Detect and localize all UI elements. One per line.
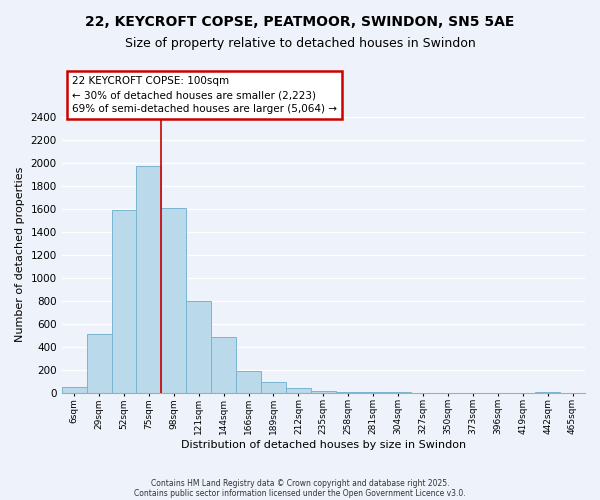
Bar xyxy=(236,370,261,392)
Text: 22, KEYCROFT COPSE, PEATMOOR, SWINDON, SN5 5AE: 22, KEYCROFT COPSE, PEATMOOR, SWINDON, S… xyxy=(85,15,515,29)
Bar xyxy=(62,387,86,392)
Bar xyxy=(311,391,336,392)
Text: 22 KEYCROFT COPSE: 100sqm
← 30% of detached houses are smaller (2,223)
69% of se: 22 KEYCROFT COPSE: 100sqm ← 30% of detac… xyxy=(72,76,337,114)
Bar xyxy=(261,382,286,392)
Text: Contains public sector information licensed under the Open Government Licence v3: Contains public sector information licen… xyxy=(134,488,466,498)
Bar xyxy=(161,208,186,392)
Text: Contains HM Land Registry data © Crown copyright and database right 2025.: Contains HM Land Registry data © Crown c… xyxy=(151,478,449,488)
Bar xyxy=(112,210,136,392)
Bar xyxy=(286,388,311,392)
Y-axis label: Number of detached properties: Number of detached properties xyxy=(15,167,25,342)
X-axis label: Distribution of detached houses by size in Swindon: Distribution of detached houses by size … xyxy=(181,440,466,450)
Text: Size of property relative to detached houses in Swindon: Size of property relative to detached ho… xyxy=(125,38,475,51)
Bar xyxy=(211,338,236,392)
Bar xyxy=(186,300,211,392)
Bar xyxy=(136,166,161,392)
Bar xyxy=(86,334,112,392)
